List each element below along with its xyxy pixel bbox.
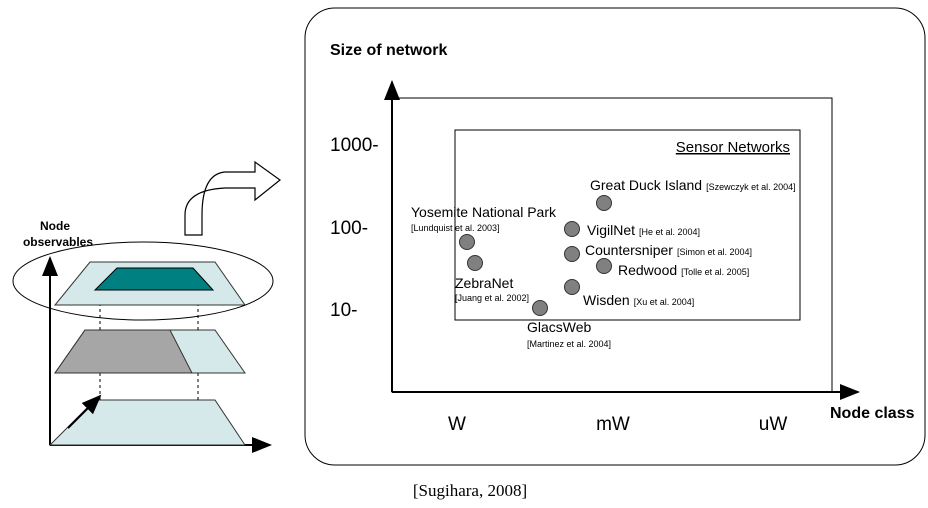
figure: Node observables Size of network Node cl…	[0, 0, 928, 508]
project-ref: [Juang et al. 2002]	[455, 293, 529, 303]
region-label: Sensor Networks	[676, 139, 790, 156]
project-name: Great Duck Island	[590, 177, 702, 193]
project-node	[597, 259, 612, 274]
project-node	[565, 247, 580, 262]
y-label: 1000-	[330, 135, 379, 156]
label: Node	[40, 219, 70, 233]
project-node	[597, 196, 612, 211]
project-name: Yosemite National Park	[411, 204, 557, 220]
project-name: ZebraNet	[455, 275, 513, 291]
project-ref: [Martinez et al. 2004]	[527, 339, 611, 349]
project-node	[460, 235, 475, 250]
project-ref: [He et al. 2004]	[639, 227, 700, 237]
x-label: uW	[759, 414, 788, 435]
node-stack: Node observables	[13, 219, 273, 445]
project-node	[565, 222, 580, 237]
project-ref: [Lundquist et al. 2003]	[411, 223, 500, 233]
project-name: Countersniper	[585, 242, 673, 258]
project-ref: [Tolle et al. 2005]	[681, 267, 749, 277]
project-name: GlacsWeb	[527, 319, 592, 335]
project-ref: [Simon et al. 2004]	[677, 247, 752, 257]
label: observables	[23, 235, 93, 249]
flow-arrow	[185, 162, 280, 235]
y-label: 100-	[330, 218, 368, 239]
x-axis-title: Node class	[830, 405, 915, 422]
page: {"left_panel": {"label_lines": ["Node", …	[0, 0, 928, 508]
project-node	[565, 280, 580, 295]
project-name: VigilNet	[587, 222, 635, 238]
project-ref: [Szewczyk et al. 2004]	[706, 182, 796, 192]
project-node	[533, 301, 548, 316]
caption: [Sugihara, 2008]	[413, 481, 527, 500]
project-name: Wisden	[583, 292, 630, 308]
project-ref: [Xu et al. 2004]	[634, 297, 695, 307]
project-node	[468, 256, 483, 271]
x-label: W	[448, 414, 466, 435]
y-label: 10-	[330, 300, 357, 321]
x-label: mW	[596, 414, 630, 435]
project-name: Redwood	[618, 262, 677, 278]
y-axis-title: Size of network	[330, 42, 447, 59]
